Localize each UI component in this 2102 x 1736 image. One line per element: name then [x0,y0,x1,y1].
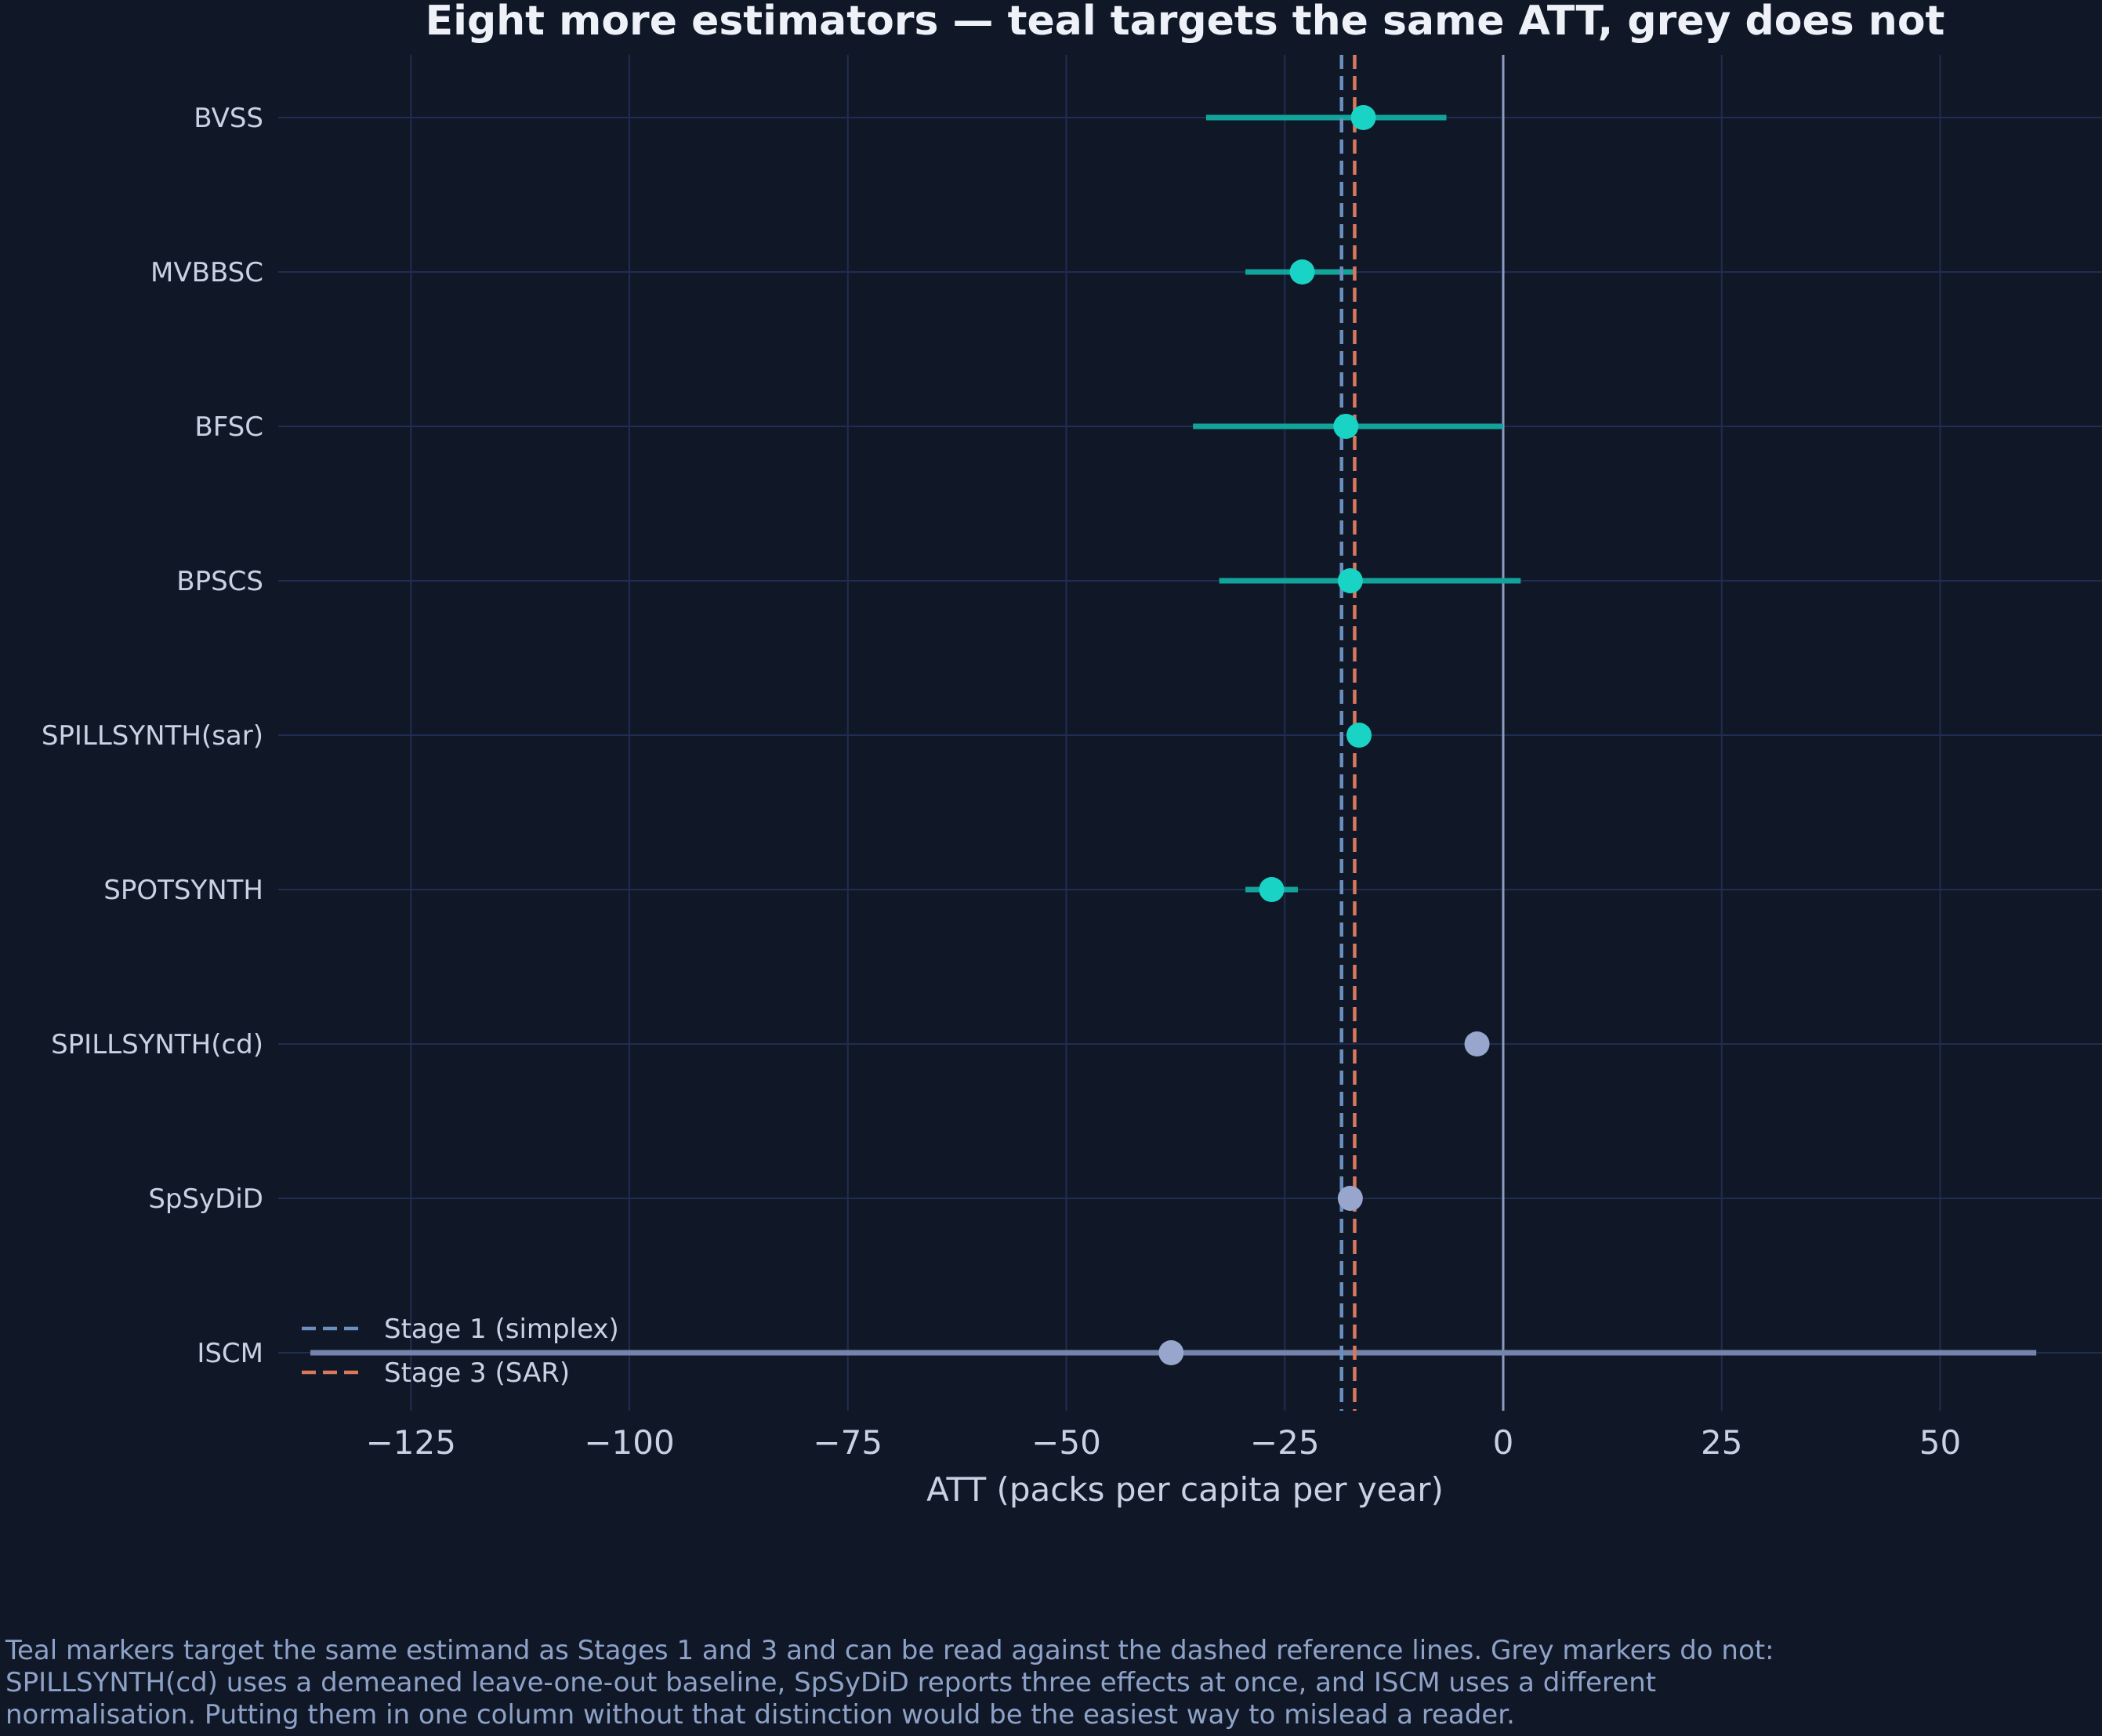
chart-title: Eight more estimators — teal targets the… [426,0,1945,45]
forest-plot: BVSS MVBBSC BFSC BPSCS SPILLSYNTH(sar) SPOTSY… [42,0,2102,1509]
estimator-label: BVSS [194,103,263,134]
legend-label: Stage 1 (simplex) [384,1314,619,1345]
legend-label: Stage 3 (SAR) [384,1357,570,1389]
estimator-labels: BVSS MVBBSC BFSC BPSCS SPILLSYNTH(sar) SPOTSY… [42,103,263,1369]
caption-line: Teal markers target the same estimand as… [5,1635,1774,1666]
x-axis-ticks: −125 −100 −75 −50 −25 0 25 50 [366,1423,1962,1462]
point-estimate [1158,1340,1184,1365]
x-tick-label: −50 [1031,1423,1101,1462]
point-estimate [1289,259,1315,285]
point-estimate [1337,1186,1363,1211]
x-axis-label: ATT (packs per capita per year) [926,1470,1444,1509]
estimator-label: BFSC [194,411,263,443]
x-tick-label: −25 [1250,1423,1320,1462]
estimator-label: SpSyDiD [148,1183,263,1215]
estimator-label: BPSCS [176,566,263,597]
estimator-label: MVBBSC [150,257,263,288]
estimator-label: SPOTSYNTH [103,875,263,906]
point-estimate [1333,414,1359,439]
caption-line: normalisation. Putting them in one colum… [5,1699,1515,1731]
point-estimate [1346,723,1372,748]
figure-caption: Teal markers target the same estimand as… [5,1635,2090,1731]
point-estimate [1337,568,1363,593]
point-estimates [1158,105,1490,1365]
x-tick-label: −100 [584,1423,674,1462]
x-tick-label: 0 [1493,1423,1514,1462]
estimator-label: ISCM [197,1338,263,1369]
estimator-label: SPILLSYNTH(cd) [51,1029,263,1060]
point-estimate [1464,1031,1490,1056]
point-estimate [1350,105,1376,130]
x-tick-label: −75 [813,1423,882,1462]
estimator-label: SPILLSYNTH(sar) [42,720,263,752]
x-tick-label: 50 [1919,1423,1961,1462]
legend: Stage 1 (simplex) Stage 3 (SAR) [302,1314,619,1389]
grid-lines [278,55,2102,1411]
point-estimate [1259,877,1285,902]
x-tick-label: −125 [366,1423,456,1462]
x-tick-label: 25 [1701,1423,1742,1462]
caption-line: SPILLSYNTH(cd) uses a demeaned leave-one… [5,1667,1657,1698]
